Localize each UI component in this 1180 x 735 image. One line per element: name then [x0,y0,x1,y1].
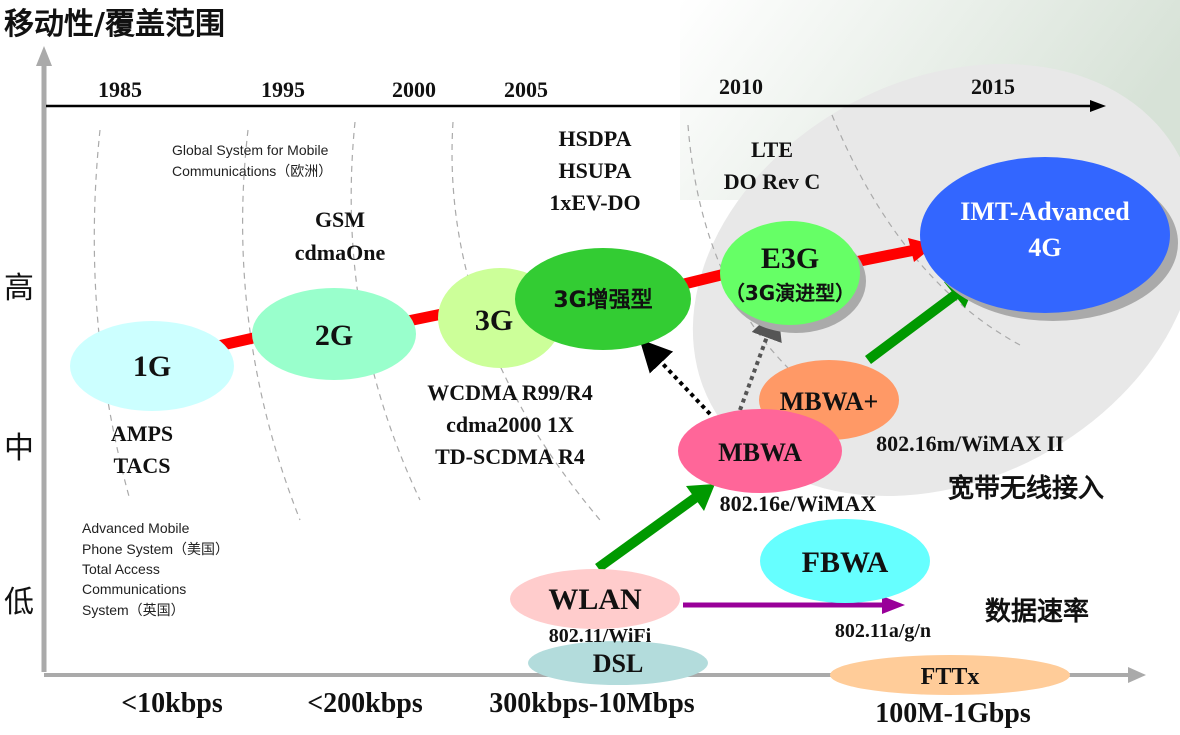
label-hsupa: HSUPA [559,158,632,183]
node-shape [242,129,301,521]
node-label: FBWA [802,546,889,579]
label-wcdma: WCDMA R99/R4 [427,380,593,405]
node-shape [595,493,698,573]
green-arrows [595,290,958,573]
label-data-rate: 数据速率 [985,596,1089,627]
level-mid: 中 [4,431,34,466]
node-dsl: DSL [528,641,708,685]
label-gsm: GSM [315,207,365,232]
node-label: WLAN [548,583,642,616]
node-shape [515,248,691,350]
node-shape [406,308,444,327]
label-wifi-abg: 802.11a/g/n [835,620,931,642]
evolution-arrows [216,244,917,352]
node-1g: 1G [70,321,234,411]
node-shape [510,569,680,629]
node-fbwa: FBWA [760,519,930,603]
node-shape [678,409,842,493]
rate-10mbps: 300kbps-10Mbps [489,688,695,719]
node-shape [720,221,860,325]
note-amps-3: Total Access [82,561,160,577]
label-tdscdma: TD-SCDMA R4 [435,444,585,469]
note-amps-2: Phone System（美国） [82,541,229,557]
node-shape [252,288,416,380]
level-low: 低 [4,585,34,620]
year-2010: 2010 [719,74,763,99]
node-shape [865,290,958,365]
label-wimax: 802.16e/WiMAX [720,491,877,516]
node-label: IMT-Advanced [960,197,1130,226]
node-e3g: E3G （3G演进型） [720,221,866,333]
label-evdo: 1xEV-DO [549,190,640,215]
node-label: FTTx [921,664,980,690]
note-gsm-2: Communications（欧洲） [172,163,332,179]
node-fttx: FTTx [830,655,1070,695]
node-label: 4G [1028,233,1061,262]
node-label: MBWA+ [780,387,879,416]
node-shape [831,114,1021,346]
node-shape [70,321,234,411]
x-axis-arrow [1128,667,1146,683]
node-label: （3G演进型） [725,281,855,305]
note-gsm-1: Global System for Mobile [172,142,329,158]
node-3g-enhanced: 3G增强型 [515,248,691,350]
timeline-arrow [1090,100,1106,112]
note-amps-5: System（英国） [82,602,185,618]
label-lte: LTE [751,137,793,162]
rate-1gbps: 100M-1Gbps [875,698,1031,729]
page-title: 移动性/覆盖范围 [4,7,225,42]
level-high: 高 [4,271,34,306]
label-cdmaone: cdmaOne [295,240,386,265]
purple-arrow-head [882,596,905,614]
node-shape [93,129,131,501]
label-tacs: TACS [113,453,170,478]
node-label: 2G [315,319,353,352]
era-dividers [93,114,1021,521]
label-hsdpa: HSDPA [559,126,632,151]
label-wifi: 802.11/WiFi [549,625,652,647]
node-shape [760,519,930,603]
node-wlan: WLAN [510,569,680,629]
year-2000: 2000 [392,77,436,102]
label-cdma2000: cdma2000 1X [446,412,574,437]
node-label: E3G [761,242,819,275]
node-label: 3G [475,304,513,337]
node-label: 1G [133,350,171,383]
rate-200kbps: <200kbps [307,688,423,719]
label-amps: AMPS [111,421,173,446]
label-wimax2: 802.16m/WiMAX II [876,431,1064,456]
note-amps-4: Communications [82,581,186,597]
node-shape [350,121,421,501]
year-1985: 1985 [98,77,142,102]
node-shape [830,655,1070,695]
year-1995: 1995 [261,77,305,102]
node-shape [451,121,601,521]
label-broadband-wireless: 宽带无线接入 [948,473,1104,504]
year-2015: 2015 [971,74,1015,99]
node-shape [853,244,917,268]
arrow-head-mbwa [686,484,715,511]
node-mbwa: MBWA [678,409,842,493]
node-shape [678,268,727,291]
node-label: 3G增强型 [553,287,652,313]
node-shape [687,124,791,371]
node-shape [920,157,1170,313]
dotted-arrow-e3g [738,307,782,411]
node-label: MBWA [718,438,802,467]
node-label: DSL [593,649,644,678]
label-dorevc: DO Rev C [724,169,821,194]
rate-10kbps: <10kbps [121,688,223,719]
node-2g: 2G [252,288,416,380]
node-shape [216,331,260,352]
y-axis-arrow [36,46,52,66]
node-imt-advanced: IMT-Advanced 4G [920,157,1178,321]
note-amps-1: Advanced Mobile [82,520,190,536]
year-2005: 2005 [504,77,548,102]
node-shape [528,641,708,685]
